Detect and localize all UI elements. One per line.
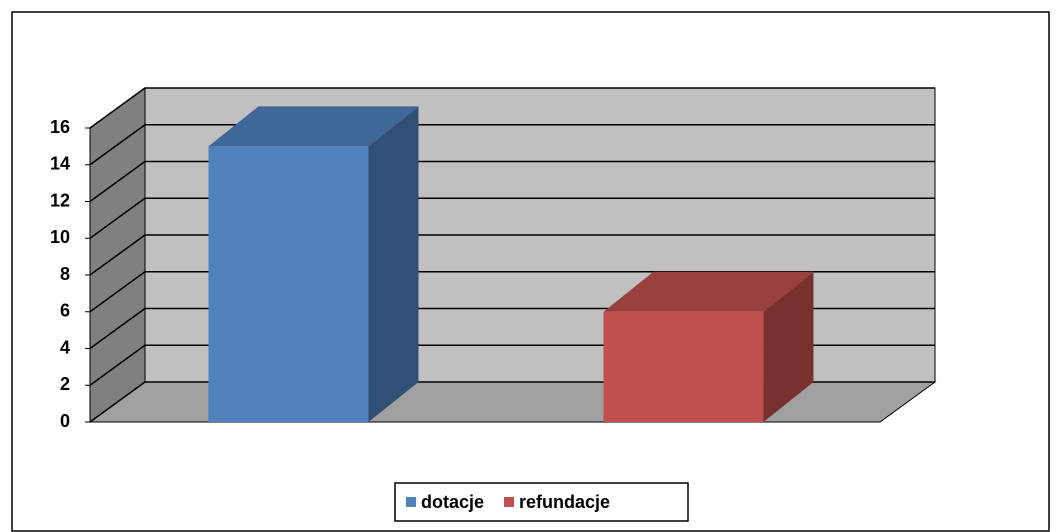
grid-line-side [89, 307, 146, 350]
grid-line-side [89, 160, 146, 203]
y-tick-label: 10 [50, 227, 70, 247]
y-tick-label: 2 [60, 374, 70, 394]
bar-top [603, 271, 814, 312]
grid-line-side [89, 234, 146, 276]
bar [208, 146, 369, 422]
grid-line-side [89, 271, 146, 313]
y-tick-label: 16 [50, 117, 70, 137]
legend-label: refundacje [519, 492, 610, 512]
y-tick-label: 4 [60, 337, 70, 357]
y-tick-label: 0 [60, 411, 70, 431]
grid-line-side [89, 197, 146, 239]
legend [394, 482, 689, 522]
bar-side [763, 271, 814, 422]
y-tick-label: 6 [60, 301, 70, 321]
y-tick-label: 12 [50, 190, 70, 210]
legend-label: dotacje [421, 492, 484, 512]
legend-swatch [406, 497, 416, 507]
grid-line-side [89, 87, 146, 129]
grid-line-side [89, 344, 146, 386]
legend-swatch [504, 497, 515, 507]
y-tick-label: 14 [50, 154, 70, 174]
bar-top [208, 106, 419, 147]
bar-side [368, 106, 419, 422]
y-tick-label: 8 [60, 264, 70, 284]
bar [603, 311, 764, 422]
grid-line-side [89, 124, 146, 166]
grid-line-side [89, 381, 146, 423]
